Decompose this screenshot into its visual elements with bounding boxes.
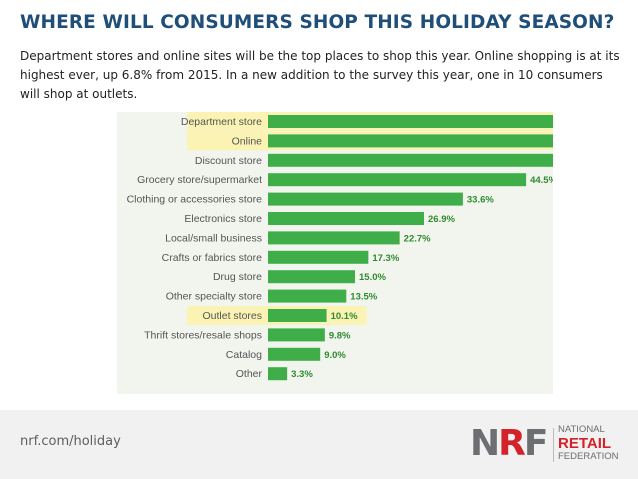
category-label: Online	[232, 135, 263, 147]
category-label: Crafts or fabrics store	[162, 252, 263, 264]
bar	[268, 115, 553, 128]
data-label: 17.3%	[372, 253, 399, 264]
bar	[268, 212, 425, 225]
data-label: 9.0%	[324, 350, 346, 361]
category-label: Drug store	[213, 271, 262, 283]
category-label: Other specialty store	[166, 291, 262, 303]
page-subtitle: Department stores and online sites will …	[20, 49, 620, 101]
category-label: Clothing or accessories store	[127, 194, 263, 206]
category-label: Other	[236, 368, 263, 380]
bar	[268, 134, 553, 148]
category-label: Local/small business	[165, 232, 262, 244]
data-label: 22.7%	[404, 233, 431, 244]
logo-letter-r: R	[498, 423, 526, 464]
nrf-logo-mark: NRF	[470, 423, 549, 464]
bar	[268, 250, 369, 264]
bar	[268, 173, 527, 187]
data-label: 33.6%	[467, 195, 494, 206]
page-title: WHERE WILL CONSUMERS SHOP THIS HOLIDAY S…	[20, 12, 615, 33]
logo-text: NATIONAL RETAIL FEDERATION	[558, 424, 619, 463]
data-label: 10.1%	[331, 311, 358, 322]
logo-line-national: NATIONAL	[558, 424, 605, 435]
category-label: Thrift stores/resale shops	[144, 329, 262, 341]
logo-line-federation: FEDERATION	[558, 451, 619, 462]
bar	[268, 231, 400, 245]
logo-line-retail: RETAIL	[558, 435, 612, 452]
category-label: Department store	[181, 116, 262, 128]
logo-letter-n: N	[470, 423, 500, 464]
bar-chart: Department store56.6%Online56.5%Discount…	[127, 112, 553, 381]
bar	[268, 367, 288, 381]
footer	[0, 410, 638, 479]
bar	[268, 289, 347, 303]
category-label: Grocery store/supermarket	[137, 174, 262, 186]
logo-letter-f: F	[523, 423, 549, 464]
footer-url[interactable]: nrf.com/holiday	[20, 434, 121, 449]
bar	[268, 347, 321, 361]
category-label: Discount store	[195, 155, 262, 167]
bar	[268, 192, 463, 206]
category-label: Catalog	[226, 349, 262, 361]
bar	[268, 153, 553, 167]
nrf-logo: NRF NATIONAL RETAIL FEDERATION	[470, 422, 630, 468]
data-label: 13.5%	[350, 292, 377, 303]
bar	[268, 309, 327, 322]
data-label: 26.9%	[428, 214, 455, 225]
data-label: 15.0%	[359, 272, 386, 283]
category-label: Outlet stores	[202, 310, 262, 322]
data-label: 9.8%	[329, 330, 351, 341]
bar	[268, 328, 325, 342]
data-label: 44.5%	[530, 175, 553, 186]
category-label: Electronics store	[184, 213, 262, 225]
logo-divider	[553, 428, 554, 462]
data-label: 3.3%	[291, 369, 313, 380]
bar	[268, 270, 355, 284]
